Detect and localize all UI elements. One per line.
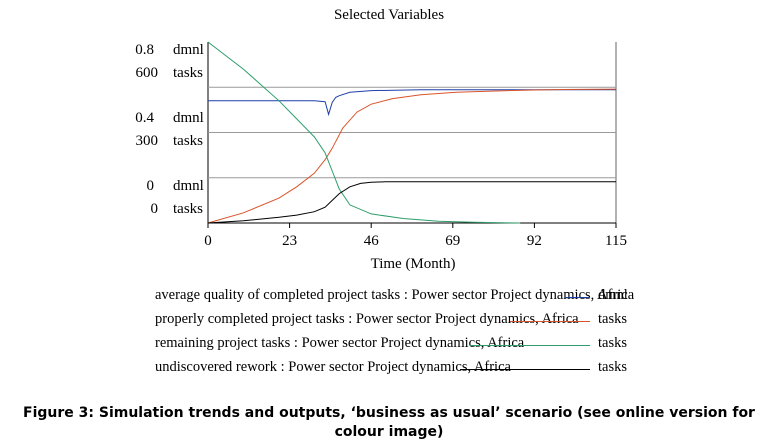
legend-swatch [470, 345, 590, 346]
left-axis-unit: dmnl [173, 42, 204, 58]
legend-unit: dmnl [598, 287, 628, 303]
left-axis-unit: tasks [173, 201, 203, 217]
legend-swatch [460, 369, 590, 370]
series-line-4 [207, 181, 616, 224]
legend-unit: tasks [598, 359, 627, 375]
left-axis-value: 600 [135, 65, 159, 81]
x-axis-label: Time (Month) [370, 256, 456, 272]
series-line-3 [207, 41, 521, 224]
series-line-1 [208, 89, 616, 117]
legend-swatch [510, 321, 590, 322]
legend-item: average quality of completed project tas… [155, 287, 634, 309]
left-axis-unit: dmnl [173, 110, 204, 126]
figure-caption: Figure 3: Simulation trends and outputs,… [23, 405, 755, 440]
legend-label: remaining project tasks : Power sector P… [155, 335, 525, 351]
left-axis-unit: tasks [173, 65, 203, 81]
left-axis-unit: dmnl [173, 178, 204, 194]
x-tick-label: 0 [204, 233, 212, 249]
legend-swatch [565, 297, 590, 298]
left-axis-unit: tasks [173, 133, 203, 149]
x-tick-label: 23 [282, 233, 298, 249]
chart-series-group [207, 41, 617, 224]
x-tick-label: 92 [526, 233, 542, 249]
x-tick-label: 69 [445, 233, 461, 249]
left-axis-value: 300 [135, 133, 159, 149]
legend-label: average quality of completed project tas… [155, 287, 635, 303]
left-axis-value: 0.8 [135, 42, 154, 58]
chart-title: Selected Variables [333, 7, 445, 23]
chart-grid [207, 42, 617, 228]
legend-unit: tasks [598, 311, 627, 327]
legend-label: undiscovered rework : Power sector Proje… [155, 359, 511, 375]
x-tick-label: 115 [605, 233, 627, 249]
left-axis-value: 0 [150, 201, 159, 217]
legend-item: remaining project tasks : Power sector P… [155, 335, 627, 357]
x-tick-label: 46 [363, 233, 379, 249]
legend-label: properly completed project tasks : Power… [155, 311, 579, 327]
series-line-2 [207, 88, 617, 224]
legend-item: undiscovered rework : Power sector Proje… [155, 359, 627, 381]
legend-unit: tasks [598, 335, 627, 351]
left-axis-value: 0.4 [135, 110, 154, 126]
left-axis-value: 0 [146, 178, 155, 194]
legend-item: properly completed project tasks : Power… [155, 311, 627, 333]
chart-canvas [207, 41, 617, 228]
